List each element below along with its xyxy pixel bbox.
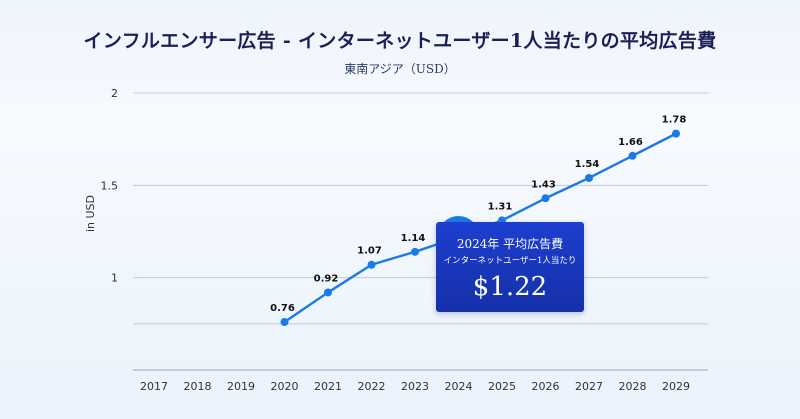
x-tick-label: 2024 [445,380,473,393]
x-tick-label: 2026 [532,380,560,393]
data-label: 1.14 [401,233,426,244]
x-tick-label: 2025 [488,380,516,393]
callout-heading: 2024年 平均広告費 [456,237,564,251]
x-tick-label: 2018 [184,380,212,393]
callout-value: $1.22 [472,272,548,302]
data-label: 1.78 [662,115,687,126]
data-point [367,260,376,269]
x-tick-label: 2022 [358,380,386,393]
x-tick-label: 2027 [575,380,603,393]
data-point [411,247,419,256]
x-tick-label: 2020 [271,380,299,393]
x-tick-label: 2028 [619,380,647,393]
y-tick-label: 2 [111,87,118,100]
x-tick-label: 2021 [314,380,342,393]
y-axis-label: in USD [84,195,97,232]
data-point [324,288,332,297]
data-point [280,317,289,326]
x-tick-label: 2017 [140,380,168,393]
data-label: 0.92 [314,273,339,284]
data-label: 1.43 [531,179,556,190]
data-label: 1.31 [488,201,513,212]
data-point [541,194,550,203]
chart-subtitle: 東南アジア（USD） [344,62,456,76]
data-point [672,129,680,138]
y-tick-label: 1 [111,272,118,285]
data-label: 0.76 [270,303,295,314]
data-label: 1.07 [357,246,382,257]
callout-subheading: インターネットユーザー1人当たり [443,256,577,266]
x-tick-label: 2023 [401,380,429,393]
x-tick-label: 2019 [227,380,255,393]
chart-title: インフルエンサー広告 - インターネットユーザー1人当たりの平均広告費 [83,30,717,52]
data-point [628,151,637,160]
data-label: 1.66 [618,137,643,148]
x-tick-label: 2029 [662,380,690,393]
callout-box: 2024年 平均広告費 インターネットユーザー1人当たり $1.22 [436,222,584,312]
data-label: 1.54 [575,159,600,170]
y-tick-label: 1.5 [101,179,119,192]
data-point [585,173,593,182]
